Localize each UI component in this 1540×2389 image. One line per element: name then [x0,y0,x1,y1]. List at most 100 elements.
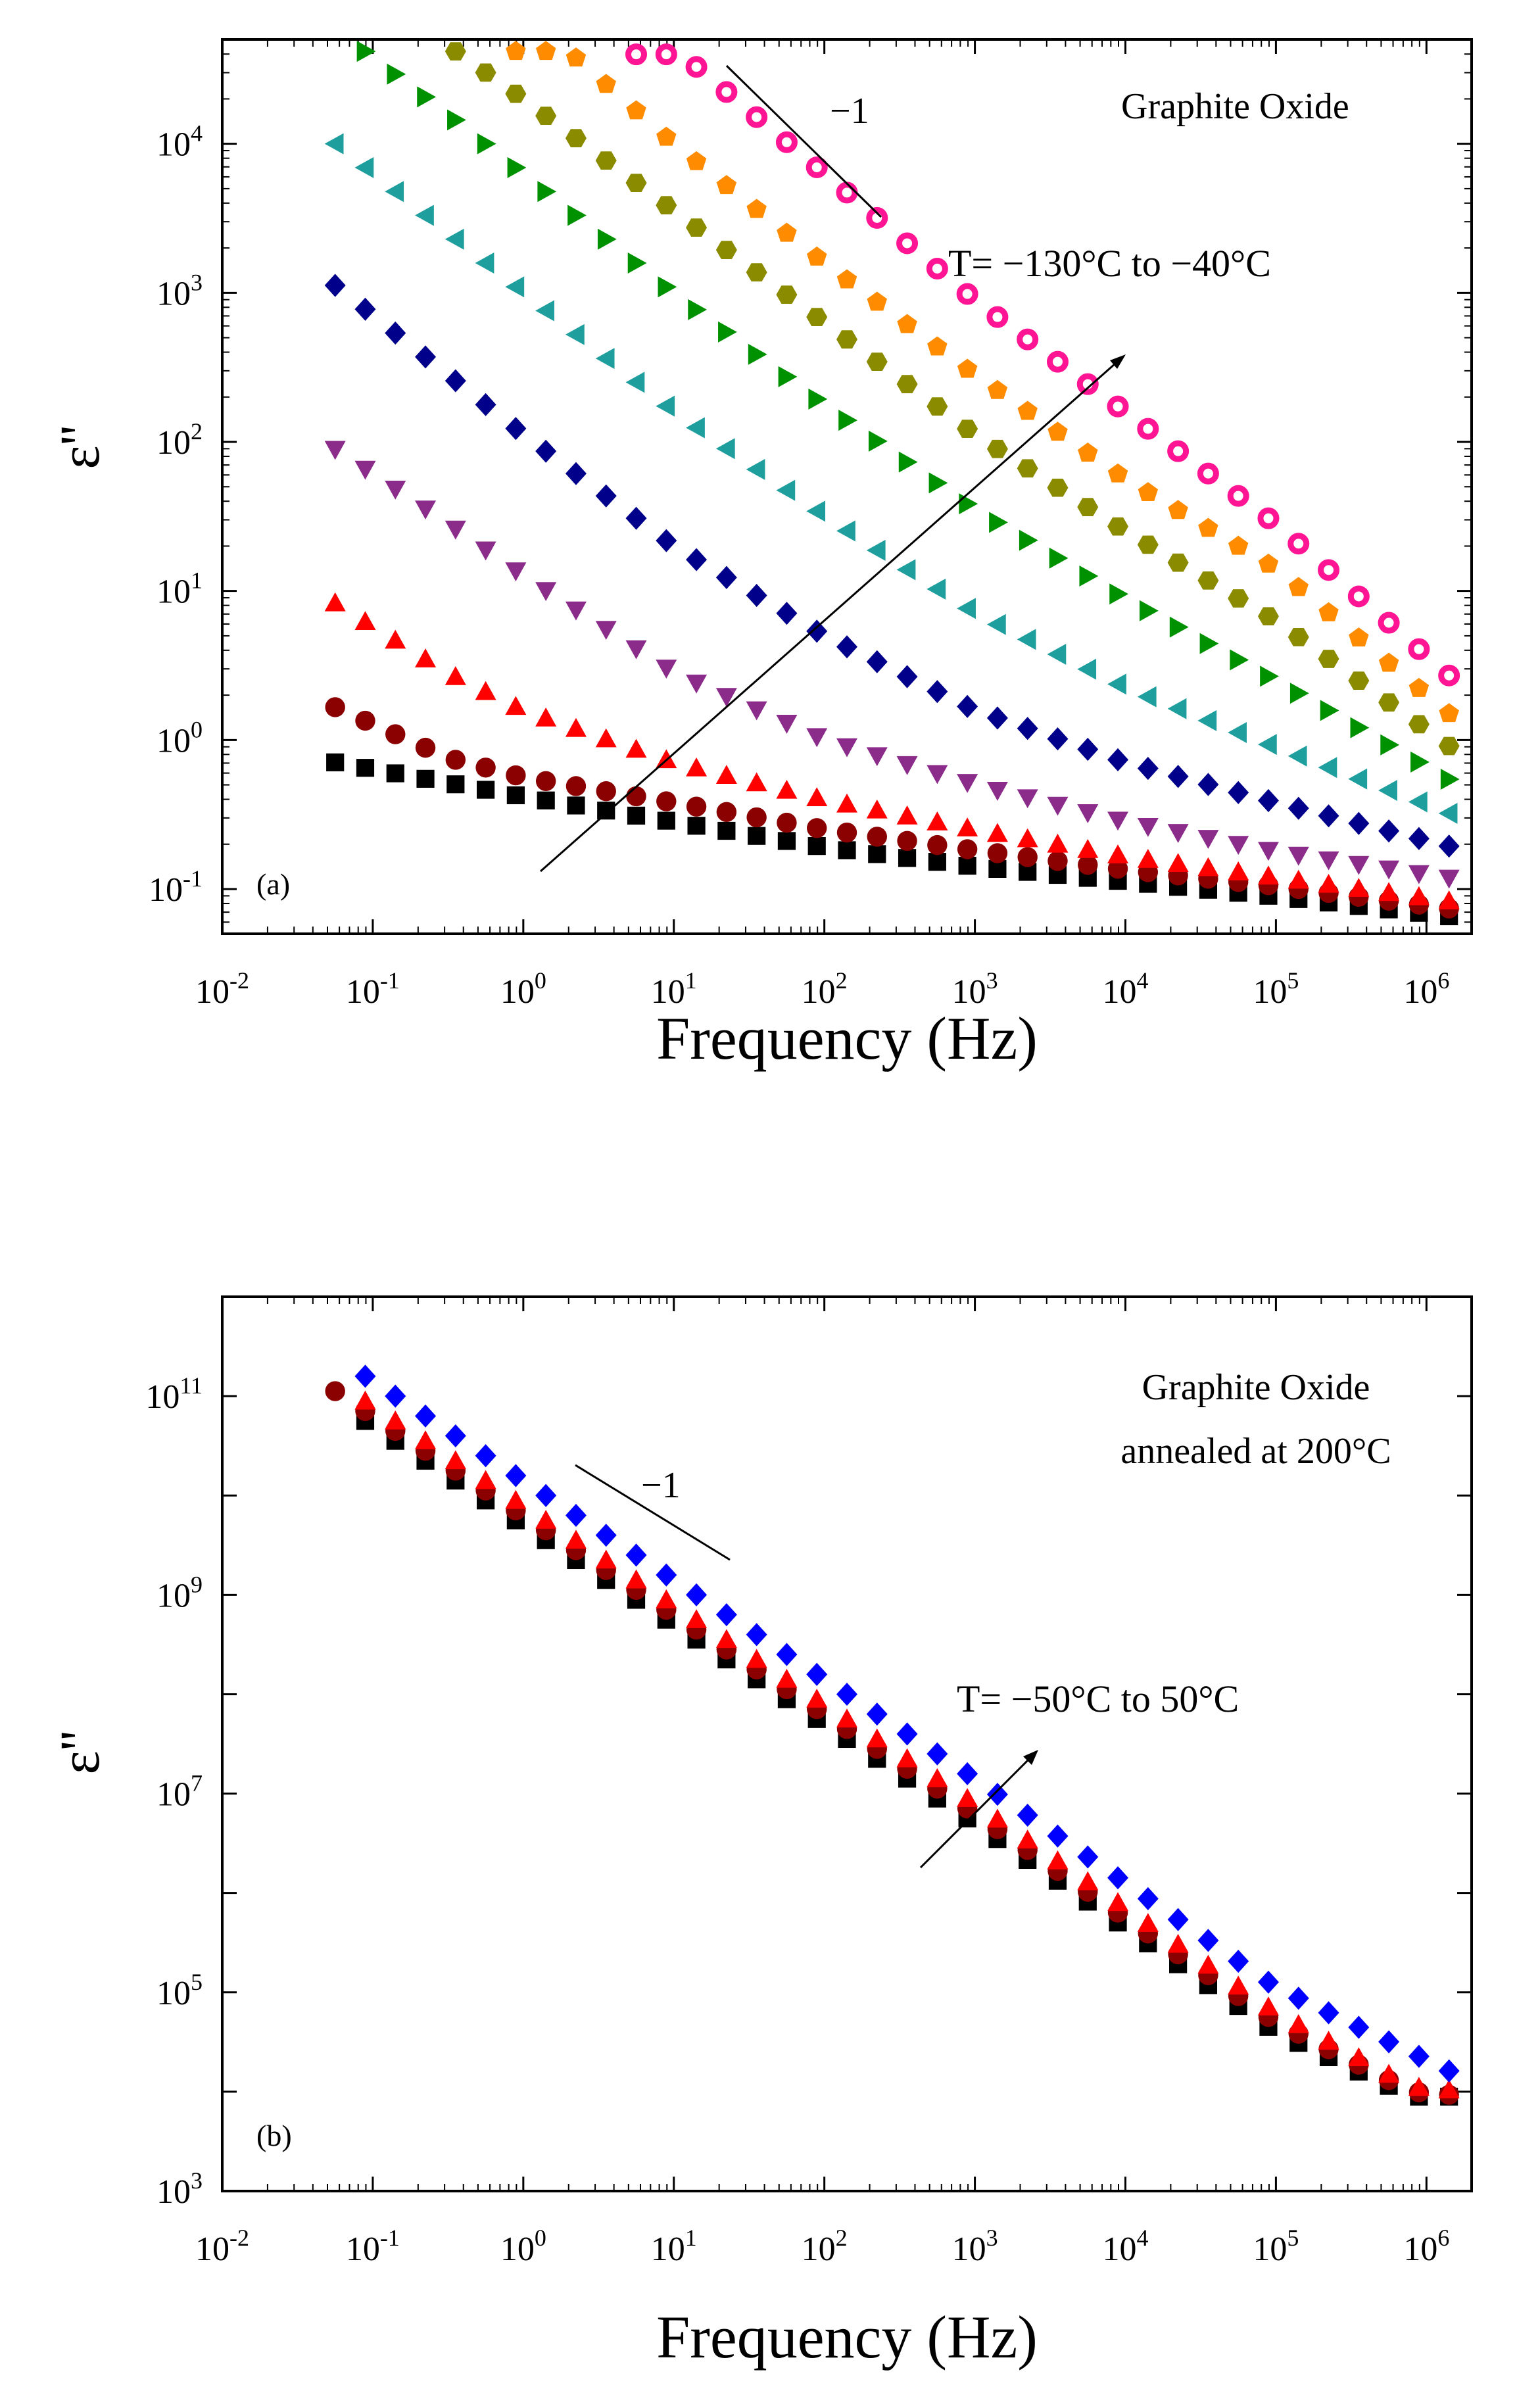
data-point [355,710,375,731]
data-point [1017,828,1038,848]
data-point [445,1424,466,1448]
data-point [625,640,647,660]
data-point [1318,602,1339,621]
panel-a: −1 Graphite Oxide T= −130°C to −40°C (a)… [48,38,1473,1072]
data-point [1348,671,1370,690]
data-point [416,769,435,788]
data-point [1438,869,1460,889]
y-axis-label-b: ε'' [48,1730,111,1774]
data-point [1438,2079,1460,2098]
data-point [986,782,1008,801]
data-point [686,151,707,170]
data-point [927,336,948,356]
data-point [1077,1871,1099,1891]
data-point [656,196,677,215]
data-point [686,417,705,439]
data-point [866,206,888,229]
data-point [957,358,978,378]
data-point [1077,838,1099,858]
data-point [746,701,767,721]
data-point [1378,780,1397,802]
x-tick-label: 101 [651,2225,697,2268]
data-point [595,1549,617,1569]
data-point [718,321,737,343]
data-point [535,107,557,126]
data-point [354,1390,376,1410]
data-point [1408,677,1430,697]
x-axis-label-b: Frequency (Hz) [656,2304,1038,2371]
data-point [415,648,437,667]
data-point [625,174,647,193]
data-point [445,666,466,685]
data-point [1318,2001,1339,2025]
data-point [1287,796,1309,820]
data-point [806,728,828,748]
material-label-b-line1: Graphite Oxide [1142,1367,1370,1408]
data-point [656,660,677,679]
data-point [775,131,798,153]
data-point [625,43,648,66]
data-point [1047,1850,1069,1870]
data-point [987,843,1008,863]
data-point [957,420,978,439]
data-point [445,750,466,770]
data-point [836,330,857,349]
data-point [1230,649,1249,671]
data-point [1017,629,1036,650]
data-point [1257,507,1280,529]
data-point [356,41,376,62]
data-point [535,707,557,727]
data-point [1197,1954,1219,1974]
data-point [1107,1892,1129,1912]
data-point [716,175,737,195]
data-point [1109,583,1129,605]
data-point [715,765,737,784]
data-point [1350,717,1370,738]
data-point [986,614,1006,635]
data-point [1438,834,1460,858]
data-point [926,397,948,416]
data-point [567,205,587,226]
data-point [658,276,677,298]
material-label-b-line2: annealed at 200°C [1120,1431,1391,1472]
data-point [1438,890,1460,909]
data-point [1287,533,1310,555]
data-point [1019,529,1038,551]
data-point [1289,683,1309,704]
data-point [505,1489,527,1509]
y-tick-label: 103 [156,2167,203,2211]
data-point [807,246,827,266]
data-point [1017,789,1038,809]
data-point [1228,781,1249,804]
data-point [1140,600,1159,621]
data-point [505,84,527,103]
data-point [656,529,677,552]
data-point [777,222,797,242]
data-point [807,837,826,856]
data-point [806,308,828,327]
data-point [957,1788,978,1807]
x-tick-label: 104 [1102,967,1148,1011]
data-point [776,1643,798,1666]
data-point [1378,652,1399,672]
data-point [806,787,828,806]
data-point [475,63,496,82]
data-point [866,1728,888,1748]
series-diamond [354,1364,1460,2083]
data-point [625,1543,647,1567]
data-point [1107,844,1129,863]
data-point [896,805,918,825]
series-diamond [324,274,1460,858]
data-point [1348,811,1370,835]
y-tick-label: 105 [156,1969,203,2012]
x-tick-label: 105 [1253,2225,1299,2268]
y-tick-label: 103 [156,269,203,312]
data-point [896,232,919,254]
x-tick-label: 10-2 [195,967,249,1011]
data-point [595,348,615,370]
data-point [836,1708,857,1728]
data-point [715,81,738,103]
data-point [1318,804,1339,828]
data-point [1257,1996,1279,2015]
data-point [868,845,886,863]
